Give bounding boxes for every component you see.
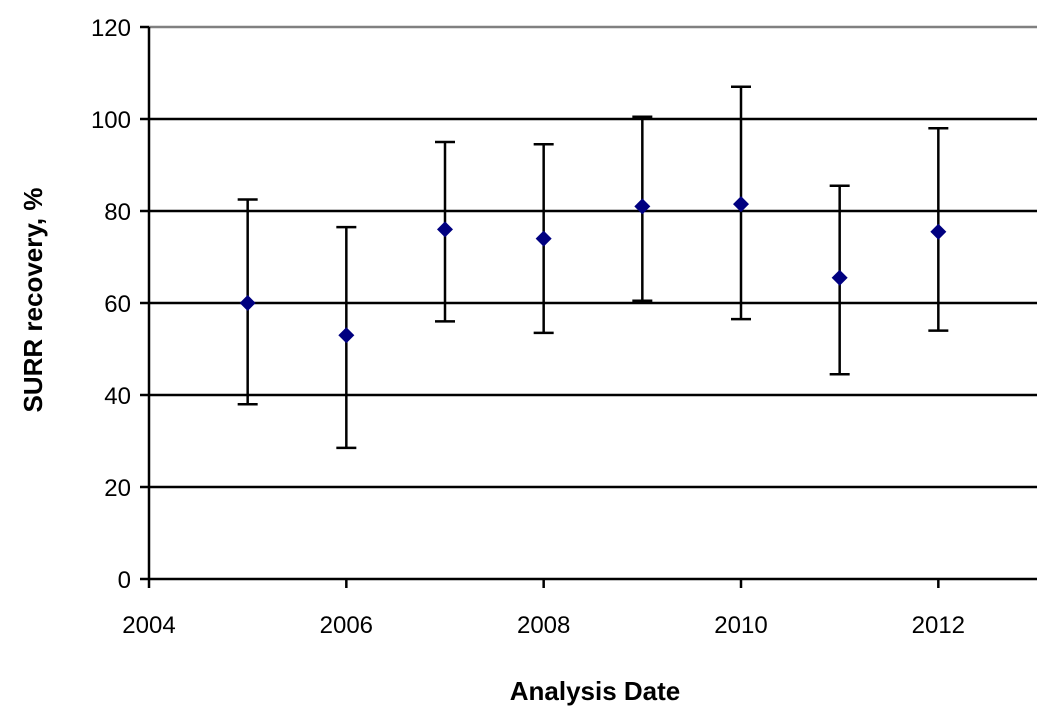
data-point-2007 [437, 221, 453, 238]
axes [140, 25, 1037, 588]
data-point-2011 [831, 269, 848, 286]
x-tick-labels: 2004 2006 2008 2010 2012 [122, 612, 965, 639]
data-point-2006 [338, 327, 355, 344]
data-points [239, 196, 947, 344]
data-point-2010 [733, 196, 749, 213]
y-tick-label-0: 0 [118, 567, 131, 594]
y-tick-label-120: 120 [91, 15, 131, 42]
error-bars [237, 85, 949, 450]
y-tick-labels: 0 20 40 60 80 100 120 [91, 15, 131, 594]
data-point-2009 [634, 198, 651, 215]
y-tick-label-60: 60 [104, 291, 131, 318]
x-tick-label-2004: 2004 [122, 612, 175, 639]
x-tick-label-2008: 2008 [517, 612, 570, 639]
y-axis-title: SURR recovery, % [18, 188, 48, 413]
x-tick-label-2010: 2010 [714, 612, 767, 639]
x-tick-label-2012: 2012 [912, 612, 965, 639]
data-point-2005 [239, 295, 256, 311]
y-tick-label-40: 40 [104, 383, 131, 410]
y-tick-label-20: 20 [104, 475, 131, 502]
data-point-2008 [535, 230, 552, 247]
data-point-2012 [930, 223, 947, 240]
x-axis-title: Analysis Date [510, 676, 681, 706]
gridlines [149, 25, 1037, 489]
y-tick-label-80: 80 [104, 199, 131, 226]
x-tick-label-2006: 2006 [320, 612, 373, 639]
y-tick-label-100: 100 [91, 107, 131, 134]
